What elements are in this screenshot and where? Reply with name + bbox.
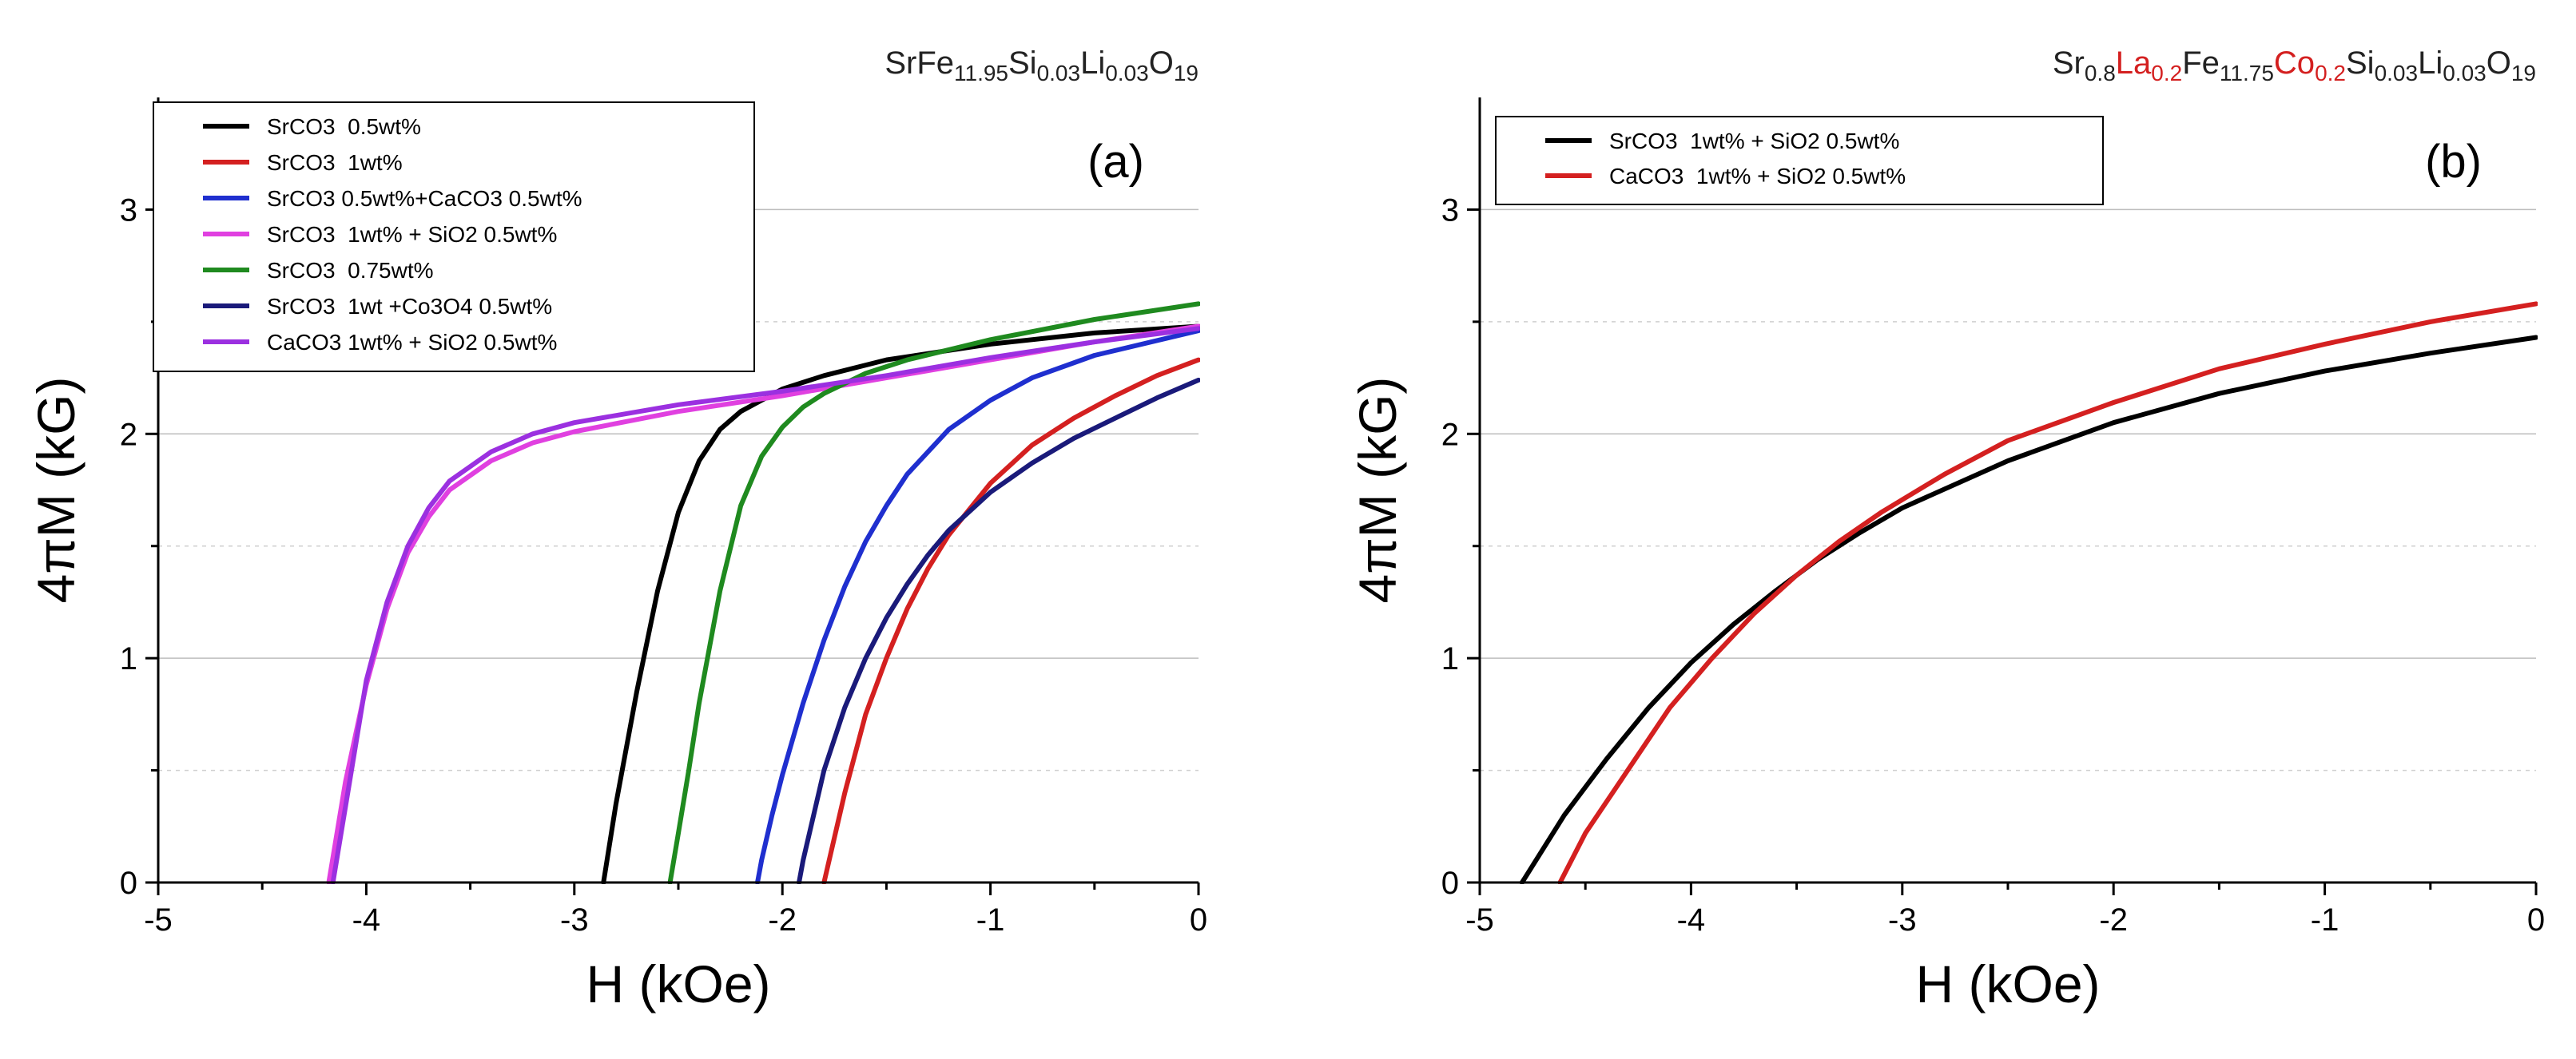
x-tick-label: -2 (2099, 902, 2128, 938)
formula-subscript: 11.75 (2220, 61, 2274, 85)
x-tick-label: 0 (1190, 902, 1207, 938)
formula-element: Fe (2182, 46, 2220, 81)
series-line-2 (1557, 301, 2538, 884)
x-axis-label: H (kOe) (586, 954, 771, 1013)
x-axis-label: H (kOe) (1916, 954, 2101, 1013)
formula-element: Co (2274, 46, 2315, 81)
y-tick-label: 3 (120, 192, 137, 228)
formula-element: O (1149, 46, 1174, 81)
series-line-1 (601, 323, 1200, 884)
legend: SrCO3 0.5wt% SrCO3 1wt% SrCO3 0.5wt%+CaCO3… (153, 101, 755, 372)
formula-subscript: 0.2 (2315, 61, 2346, 85)
series-line-3 (755, 328, 1200, 884)
legend: SrCO3 1wt% + SiO2 0.5wt% CaCO3 1wt% + SiO… (1495, 116, 2104, 205)
formula-element: La (2116, 46, 2152, 81)
legend-entry: SrCO3 0.5wt% (267, 114, 421, 139)
x-tick-label: -4 (352, 902, 381, 938)
legend-entry: CaCO3 1wt% + SiO2 0.5wt% (267, 330, 557, 355)
legend-entry: SrCO3 1wt% (267, 150, 403, 175)
legend-box (1495, 116, 2104, 205)
x-tick-label: 0 (2527, 902, 2545, 938)
x-tick-label: -5 (1465, 902, 1494, 938)
formula-subscript: 11.95 (954, 61, 1008, 85)
series-line-6 (797, 377, 1200, 884)
panel-a: -5 -4 -3 -2 -1 0 0 1 2 3 H (kOe) 4πM (kG) (a) SrFe11.… (26, 46, 1207, 1013)
formula-element: Sr (2053, 46, 2085, 81)
formula-title: SrFe11.95Si0.03Li0.03O19 (885, 46, 1199, 85)
x-tick-label: -3 (560, 902, 589, 938)
series-line-4 (326, 323, 1200, 884)
formula-element: Si (2346, 46, 2375, 81)
y-tick-label: 2 (120, 417, 137, 452)
y-axis-label: 4πM (kG) (1348, 377, 1407, 604)
x-tick-label: -1 (976, 902, 1005, 938)
formula-title: Sr0.8La0.2Fe11.75Co0.2Si0.03Li0.03O19 (2053, 46, 2536, 85)
x-tick-label: -5 (144, 902, 173, 938)
formula-subscript: 0.03 (2443, 61, 2487, 85)
formula-subscript: 0.03 (1037, 61, 1081, 85)
x-tick-label: -3 (1888, 902, 1917, 938)
formula-subscript: 0.03 (1105, 61, 1149, 85)
formula-element: Li (2418, 46, 2443, 81)
curves (326, 301, 1200, 884)
formula-element: Si (1008, 46, 1037, 81)
formula-element: Li (1080, 46, 1105, 81)
formula-element: O (2487, 46, 2511, 81)
formula-subscript: 19 (2511, 61, 2536, 85)
x-tick-label: -4 (1677, 902, 1706, 938)
y-axis-label: 4πM (kG) (26, 377, 85, 604)
legend-entry: SrCO3 0.75wt% (267, 258, 434, 283)
y-tick-label: 3 (1441, 192, 1459, 228)
legend-entry: SrCO3 0.5wt%+CaCO3 0.5wt% (267, 186, 582, 211)
formula-subscript: 0.8 (2085, 61, 2116, 85)
series-line-2 (821, 357, 1200, 884)
y-tick-label: 1 (1441, 641, 1459, 676)
series-line-7 (330, 326, 1200, 884)
panel-label: (a) (1087, 136, 1144, 188)
formula-subscript: 0.03 (2375, 61, 2419, 85)
series-line-5 (667, 301, 1200, 884)
series-line-1 (1519, 335, 2538, 884)
y-tick-label: 0 (120, 866, 137, 901)
panel-label: (b) (2425, 136, 2482, 188)
curves (1519, 301, 2538, 884)
legend-entry: SrCO3 1wt +Co3O4 0.5wt% (267, 294, 552, 319)
formula-subscript: 19 (1174, 61, 1199, 85)
legend-entry: CaCO3 1wt% + SiO2 0.5wt% (1609, 164, 1906, 188)
legend-entry: SrCO3 1wt% + SiO2 0.5wt% (267, 222, 557, 247)
y-tick-label: 2 (1441, 417, 1459, 452)
panel-b: -5 -4 -3 -2 -1 0 0 1 2 3 H (kOe) 4πM (kG) (b) Sr0.8La… (1348, 46, 2545, 1013)
y-tick-label: 0 (1441, 866, 1459, 901)
x-tick-label: -2 (768, 902, 797, 938)
legend-entry: SrCO3 1wt% + SiO2 0.5wt% (1609, 129, 1899, 153)
formula-element: SrFe (885, 46, 954, 81)
x-tick-label: -1 (2311, 902, 2339, 938)
legend-box (153, 101, 755, 372)
y-tick-label: 1 (120, 641, 137, 676)
formula-subscript: 0.2 (2151, 61, 2182, 85)
